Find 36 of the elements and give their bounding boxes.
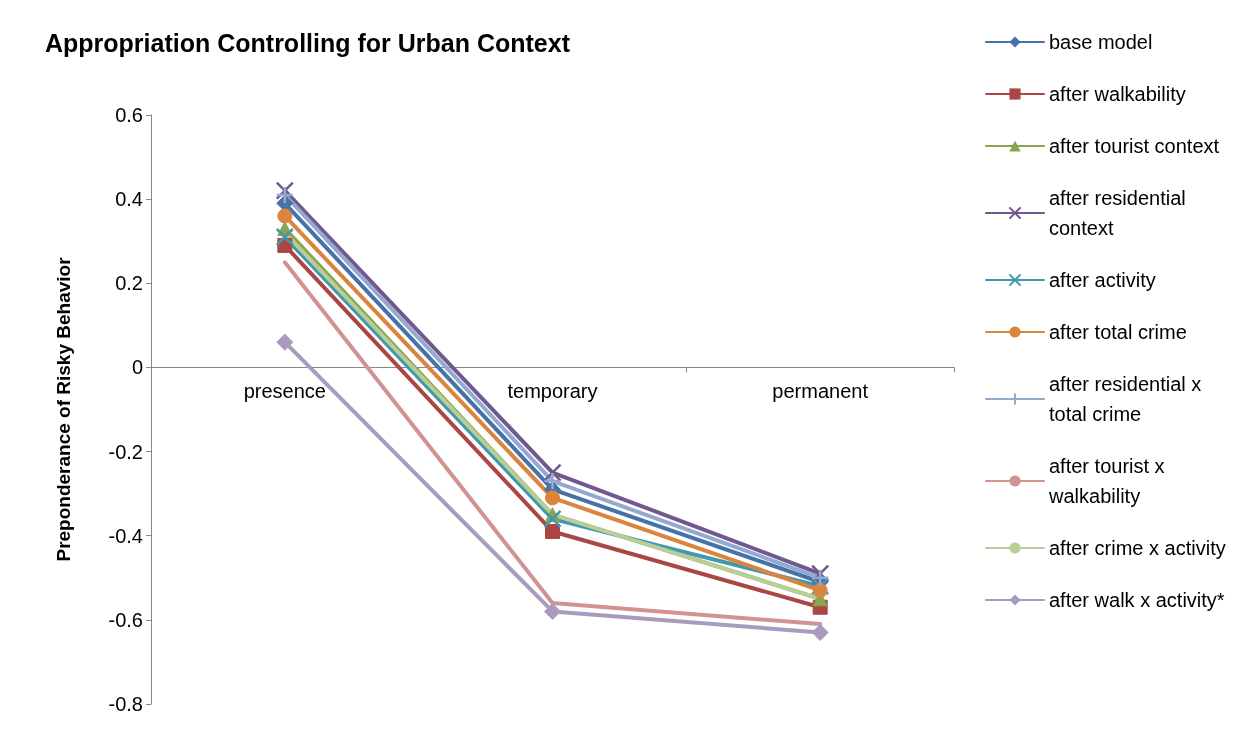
- y-tick-label: -0.2: [108, 440, 143, 463]
- y-tick-label: -0.6: [108, 608, 143, 631]
- legend-label: after activity: [1049, 269, 1156, 291]
- y-tick-label: 0.6: [115, 104, 143, 126]
- legend-label: after tourist context: [1049, 135, 1220, 157]
- point: [543, 463, 562, 482]
- legend-label: base model: [1049, 31, 1153, 53]
- legend-label: after tourist x walkability: [1048, 455, 1171, 507]
- point: [812, 582, 828, 598]
- legend-label: after walk x activity*: [1049, 589, 1225, 611]
- point: [543, 471, 562, 491]
- legend-label: after walkability: [1049, 83, 1186, 105]
- y-tick-label: 0: [131, 356, 143, 379]
- point: [277, 208, 293, 224]
- y-tick-label: -0.4: [108, 524, 143, 547]
- point: [810, 568, 830, 588]
- y-axis-title: Preponderance of Risky Behavior: [53, 256, 74, 562]
- point: [275, 185, 295, 205]
- point: [544, 602, 561, 620]
- point: [543, 509, 562, 529]
- legend-label: after total crime: [1049, 321, 1187, 343]
- point: [811, 623, 829, 641]
- legend-label: after residential context: [1049, 187, 1192, 239]
- point: [545, 524, 560, 540]
- x-tick-label: temporary: [507, 380, 598, 403]
- y-tick-label: 0.2: [115, 272, 143, 295]
- y-tick-label: -0.8: [108, 693, 143, 715]
- point: [276, 333, 294, 351]
- point: [545, 490, 560, 506]
- x-tick-label: permanent: [772, 380, 869, 403]
- legend-label: after crime x activity: [1049, 537, 1226, 559]
- x-tick-label: presence: [243, 380, 326, 403]
- legend-label: after residential x total crime: [1049, 373, 1207, 425]
- y-tick-label: 0.4: [115, 188, 143, 211]
- point: [275, 227, 295, 247]
- chart-title: Appropriation Controlling for Urban Context: [45, 28, 571, 57]
